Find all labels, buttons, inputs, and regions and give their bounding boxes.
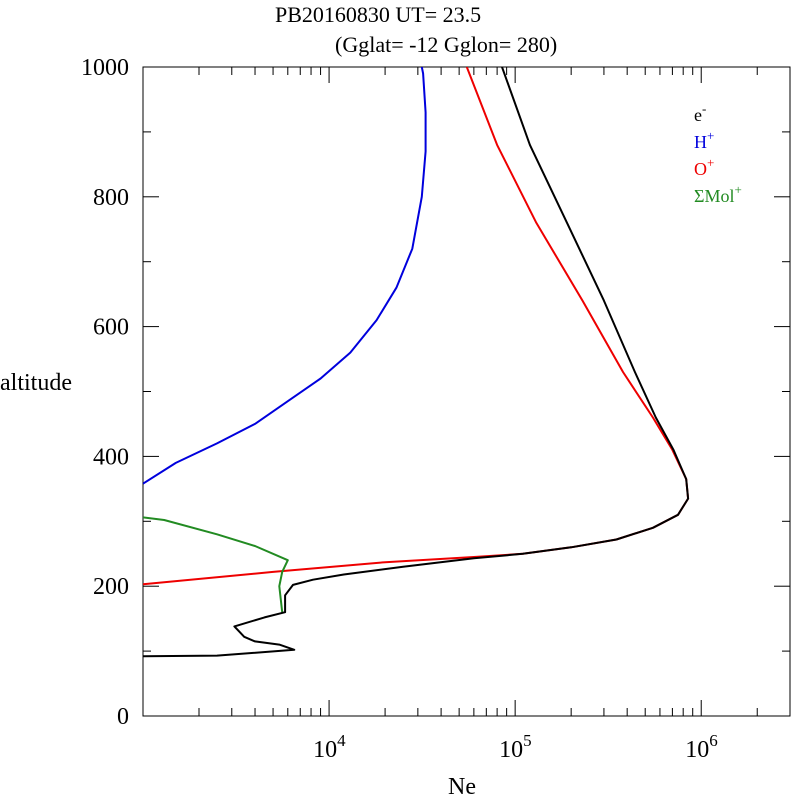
legend: e- H+ O+ ΣMol+ (694, 101, 742, 206)
y-tick-label: 800 (93, 185, 129, 211)
series-line (143, 67, 690, 658)
legend-entry: O+ (694, 155, 714, 179)
series-line (143, 516, 289, 613)
x-tick-label: 106 (685, 731, 718, 763)
y-tick-label: 600 (93, 315, 129, 341)
x-tick-label: 105 (499, 731, 532, 763)
chart-title: PB20160830 UT= 23.5 (275, 2, 481, 27)
y-tick-label: 1000 (81, 55, 129, 81)
legend-entry: e- (694, 101, 706, 125)
x-tick-label: 104 (313, 731, 346, 763)
series-line (143, 67, 690, 586)
y-tick-label: 200 (93, 574, 129, 600)
y-axis-label: altitude (0, 370, 72, 396)
axis-ticks: 0 200 400 600 800 1000 104 105 106 (81, 55, 791, 763)
chart-subtitle: (Gglat= -12 Gglon= 280) (335, 32, 557, 57)
y-tick-label: 0 (117, 704, 129, 730)
series-lines (143, 67, 690, 658)
y-tick-label: 400 (93, 444, 129, 470)
x-axis-label: Ne (448, 774, 476, 796)
legend-entry: H+ (694, 128, 714, 152)
legend-entry: ΣMol+ (694, 182, 742, 206)
plot-frame (142, 66, 791, 717)
series-line (143, 67, 427, 485)
